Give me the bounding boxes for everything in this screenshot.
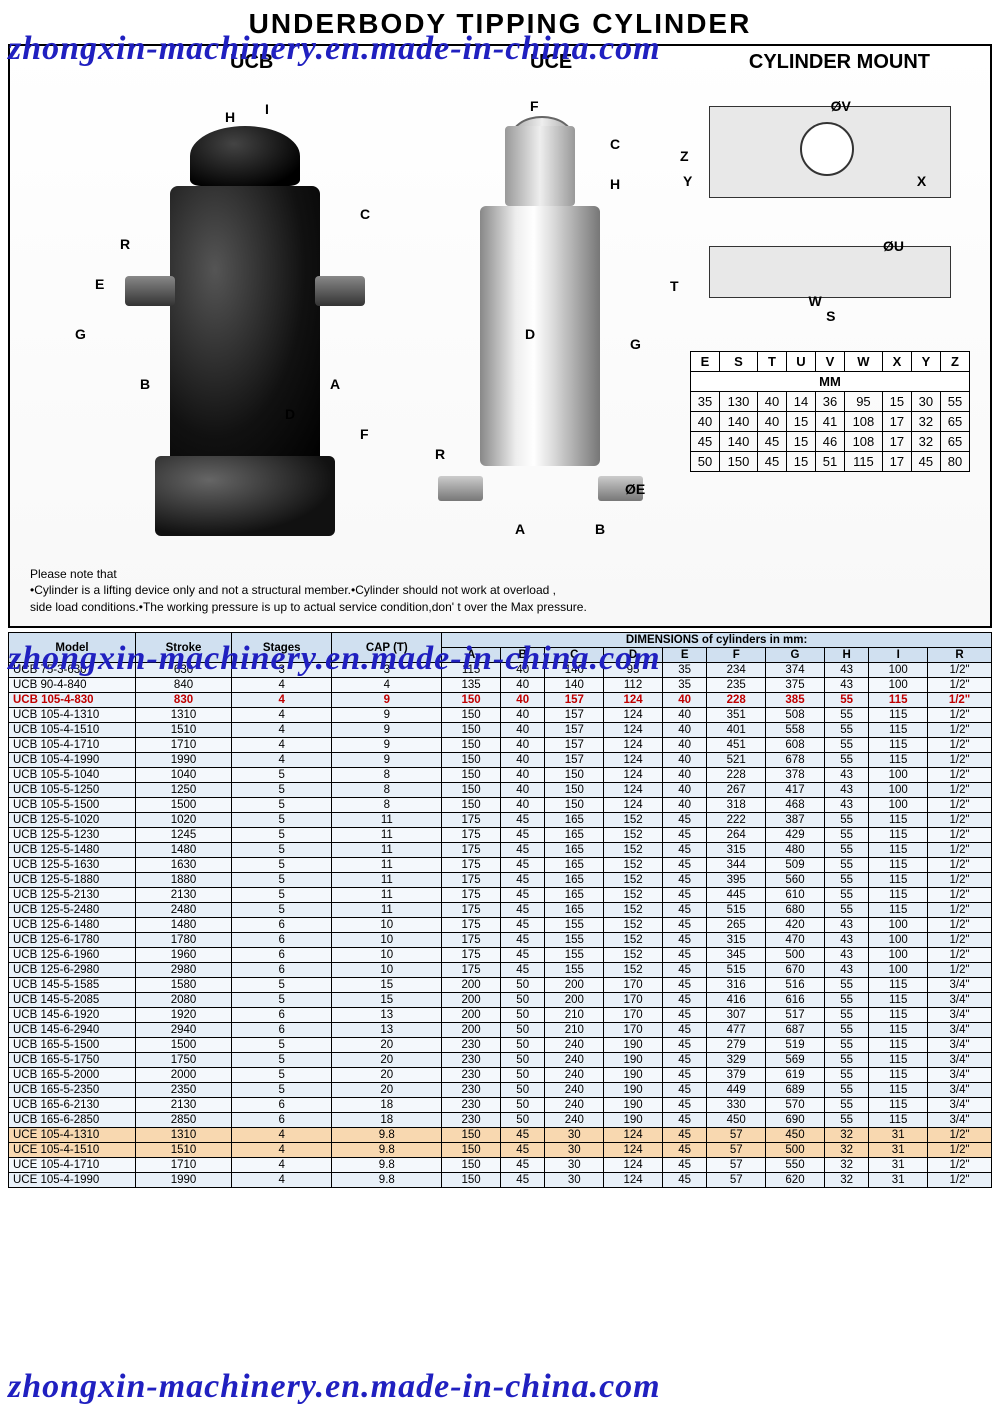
spec-table: ModelStrokeStagesCAP (T)DIMENSIONS of cy… [8, 632, 992, 1188]
table-row: UCE 105-4-1510151049.8150453012445575003… [9, 1143, 992, 1158]
spec-table-container: ModelStrokeStagesCAP (T)DIMENSIONS of cy… [8, 632, 992, 1188]
diagram-panel: UCB UCE CYLINDER MOUNT G E B R H I C A D… [8, 44, 992, 628]
table-row: UCB 105-5-150015005815040150124403184684… [9, 798, 992, 813]
table-row: UCB 125-5-102010205111754516515245222387… [9, 813, 992, 828]
table-row: UCB 105-5-125012505815040150124402674174… [9, 783, 992, 798]
table-row: UCB 145-5-208520805152005020017045416616… [9, 993, 992, 1008]
table-row: UCE 105-4-1310131049.8150453012445574503… [9, 1128, 992, 1143]
mount-table: ESTUVWXYZ MM 351304014369515305540140401… [690, 351, 970, 472]
table-row: UCB 105-4-171017104915040157124404516085… [9, 738, 992, 753]
table-row: UCB 105-4-151015104915040157124404015585… [9, 723, 992, 738]
table-row: UCB 145-5-158515805152005020017045316516… [9, 978, 992, 993]
table-row: UCB 75-3-6306303311540140953523437443100… [9, 663, 992, 678]
table-row: UCB 90-4-8408404413540140112352353754310… [9, 678, 992, 693]
table-row: UCB 105-5-104010405815040150124402283784… [9, 768, 992, 783]
ucb-label: UCB [230, 51, 273, 74]
uce-label: UCE [530, 51, 572, 74]
table-row: UCB 125-5-248024805111754516515245515680… [9, 903, 992, 918]
table-row: UCB 125-5-188018805111754516515245395560… [9, 873, 992, 888]
table-row: UCE 105-4-1990199049.8150453012445576203… [9, 1173, 992, 1188]
page-title: UNDERBODY TIPPING CYLINDER [0, 0, 1000, 44]
table-row: UCB 165-5-150015005202305024019045279519… [9, 1038, 992, 1053]
table-row: UCB 165-5-235023505202305024019045449689… [9, 1083, 992, 1098]
table-row: UCB 165-5-200020005202305024019045379619… [9, 1068, 992, 1083]
table-row: UCB 165-5-175017505202305024019045329569… [9, 1053, 992, 1068]
table-row: UCB 165-6-285028506182305024019045450690… [9, 1113, 992, 1128]
table-row: UCB 125-6-148014806101754515515245265420… [9, 918, 992, 933]
table-row: UCB 105-4-830830491504015712440228385551… [9, 693, 992, 708]
table-row: UCB 125-6-196019606101754515515245345500… [9, 948, 992, 963]
ucb-diagram: G E B R H I C A D F [110, 106, 390, 556]
uce-diagram: F C H D G R A B ØE [430, 106, 660, 556]
mount-label: CYLINDER MOUNT [749, 51, 930, 74]
table-row: UCB 105-4-199019904915040157124405216785… [9, 753, 992, 768]
notes: Please note that •Cylinder is a lifting … [30, 566, 587, 616]
table-row: UCB 125-6-178017806101754515515245315470… [9, 933, 992, 948]
table-row: UCB 125-5-123012455111754516515245264429… [9, 828, 992, 843]
table-row: UCB 125-6-298029806101754515515245515670… [9, 963, 992, 978]
mount-diagram: Z Y X ØV T ØU W S ESTUVWXYZ MM 351304014… [690, 96, 970, 472]
table-row: UCE 105-4-1710171049.8150453012445575503… [9, 1158, 992, 1173]
table-row: UCB 125-5-163016305111754516515245344509… [9, 858, 992, 873]
table-row: UCB 145-6-192019206132005021017045307517… [9, 1008, 992, 1023]
table-row: UCB 145-6-294029406132005021017045477687… [9, 1023, 992, 1038]
table-row: UCB 105-4-131013104915040157124403515085… [9, 708, 992, 723]
table-row: UCB 125-5-148014805111754516515245315480… [9, 843, 992, 858]
table-row: UCB 125-5-213021305111754516515245445610… [9, 888, 992, 903]
watermark-3: zhongxin-machinery.en.made-in-china.com [8, 1368, 661, 1406]
table-row: UCB 165-6-213021306182305024019045330570… [9, 1098, 992, 1113]
